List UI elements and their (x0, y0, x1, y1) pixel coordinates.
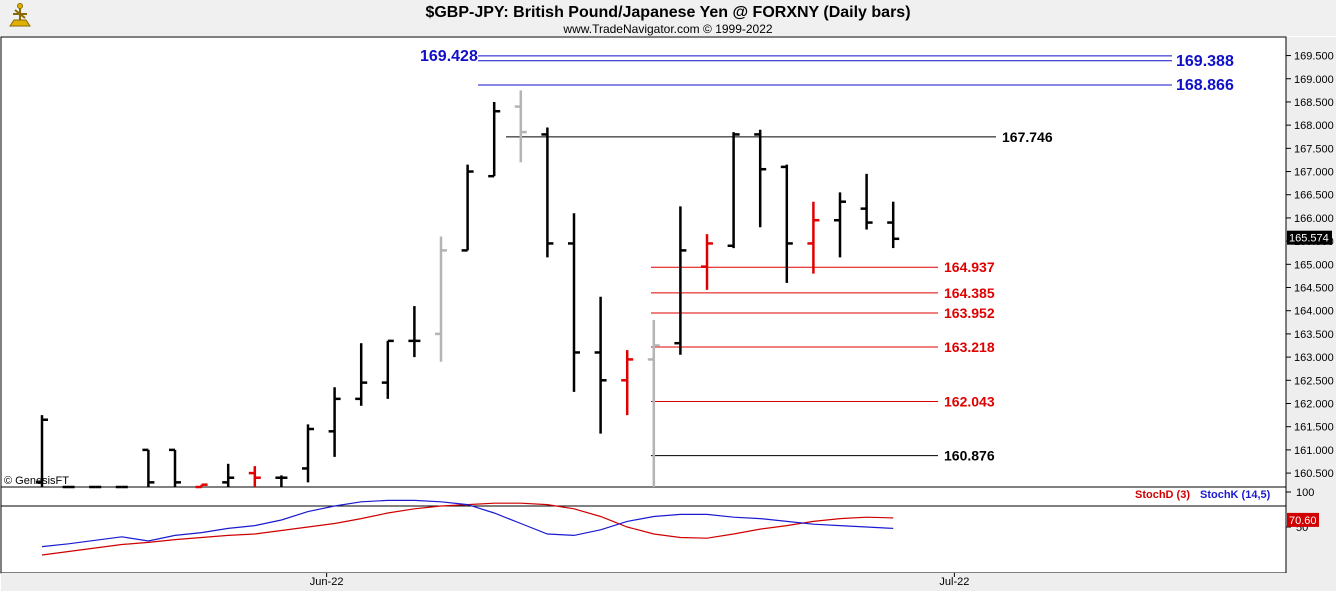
last-price-label: 165.574 (1289, 233, 1329, 245)
time-axis-band (1, 573, 1336, 591)
price-tick-label: 164.500 (1294, 283, 1334, 295)
stoch-last-value-box (1287, 512, 1319, 527)
price-tick-label: 167.500 (1294, 143, 1334, 155)
ohlc-bar (541, 127, 554, 258)
ohlc-bar (568, 213, 580, 392)
ohlc-bar (860, 173, 873, 230)
price-tick-label: 160.500 (1294, 468, 1334, 480)
ohlc-bar (408, 306, 421, 358)
price-axis: 160.500 161.000 161.500 162.000 162.500 163.0… (1286, 51, 1334, 480)
ohlc-bar (435, 236, 447, 362)
chart-subtitle: www.TradeNavigator.com © 1999-2022 (562, 22, 772, 36)
ohlc-bar (302, 424, 314, 483)
time-axis: Jun-22 Jul-22 (310, 573, 969, 588)
stoch-k-line (41, 499, 894, 548)
ohlc-bar (754, 129, 767, 228)
ohlc-bar (248, 466, 261, 487)
ohlc-bar (169, 448, 181, 487)
price-tick-label: 161.500 (1294, 422, 1334, 434)
ohlc-bar (36, 415, 48, 487)
levels-layer: 169.428 169.388 168.866 167.746 164.937 164.3… (420, 48, 1234, 464)
ohlc-bar (222, 463, 235, 487)
time-tick-label: Jul-22 (939, 576, 969, 588)
chart-title: $GBP-JPY: British Pound/Japanese Yen @ F… (425, 4, 910, 21)
level-label: 163.952 (944, 305, 995, 321)
level-label: 167.746 (1002, 129, 1053, 145)
ohlc-bar (461, 164, 474, 252)
legend-stoch-k: StochK (14,5) (1200, 489, 1271, 501)
ohlc-bar (701, 234, 713, 290)
ohlc-bar (674, 206, 687, 355)
price-tick-label: 164.000 (1294, 306, 1334, 318)
price-tick-label: 163.500 (1294, 329, 1334, 341)
ohlc-bar (834, 192, 846, 258)
price-tick-label: 165.000 (1294, 259, 1334, 271)
ohlc-bar (780, 164, 793, 283)
tradenavigator-logo-icon (9, 3, 31, 27)
ohlc-bar (807, 201, 820, 274)
last-price-box (1287, 230, 1332, 245)
header-band (0, 0, 1336, 36)
level-label: 160.876 (944, 448, 995, 464)
price-axis-band (1286, 37, 1336, 573)
price-tick-label: 168.500 (1294, 97, 1334, 109)
ohlc-bar (594, 296, 607, 434)
ohlc-bar (514, 90, 527, 163)
stoch-tick-label: 100 (1296, 487, 1314, 499)
ohlc-bar (727, 132, 740, 249)
stochastic-panel (0, 486, 1287, 574)
ohlc-bar (621, 350, 634, 416)
price-tick-label: 162.500 (1294, 375, 1334, 387)
level-label: 162.043 (944, 394, 995, 410)
ohlc-bar (195, 483, 208, 489)
ohlc-bar (488, 101, 501, 178)
time-tick-label: Jun-22 (310, 576, 344, 588)
price-tick-label: 163.000 (1294, 352, 1334, 364)
level-label: 169.388 (1176, 53, 1234, 70)
watermark: © GenesisFT (4, 475, 69, 487)
level-label: 169.428 (420, 48, 478, 65)
ohlc-bar (275, 475, 288, 487)
ohlc-bar (381, 339, 394, 399)
ohlc-bar (887, 201, 900, 249)
price-tick-label: 169.000 (1294, 74, 1334, 86)
level-label: 164.937 (944, 259, 995, 275)
price-tick-label: 168.000 (1294, 120, 1334, 132)
legend-stoch-d: StochD (3) (1135, 489, 1190, 501)
price-tick-label: 162.000 (1294, 398, 1334, 410)
ohlc-bar (355, 343, 368, 406)
level-label: 164.385 (944, 285, 995, 301)
level-label: 163.218 (944, 339, 995, 355)
price-tick-label: 167.000 (1294, 167, 1334, 179)
stoch-last-value-label: 70.60 (1289, 515, 1317, 527)
price-tick-label: 169.500 (1294, 51, 1334, 63)
bars-layer (36, 90, 900, 489)
ohlc-bar (328, 387, 341, 457)
ohlc-bar (647, 319, 660, 487)
price-tick-label: 166.000 (1294, 213, 1334, 225)
price-tick-label: 161.000 (1294, 445, 1334, 457)
ohlc-bar (142, 448, 155, 487)
level-label: 168.866 (1176, 77, 1234, 94)
price-panel (0, 36, 1287, 488)
price-tick-label: 166.500 (1294, 190, 1334, 202)
